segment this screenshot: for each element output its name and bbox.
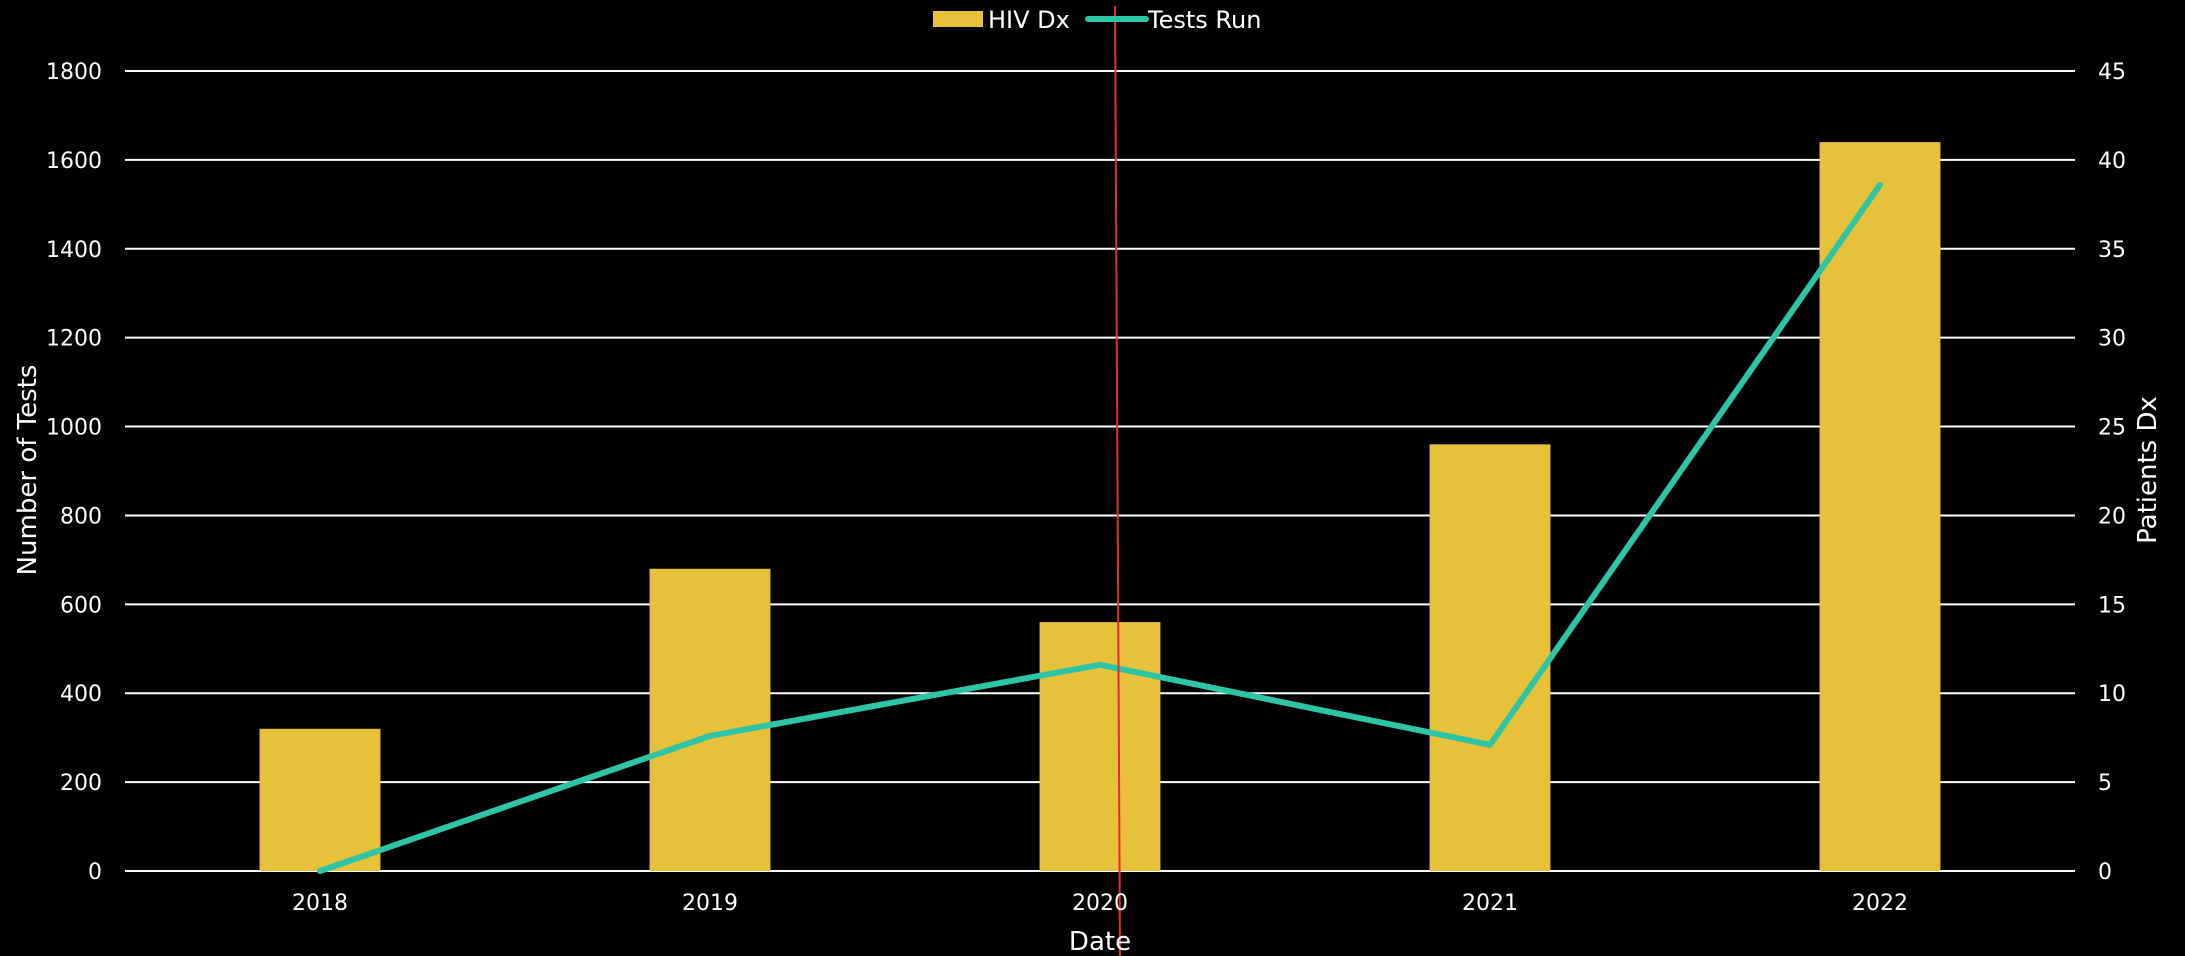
point-tests-run-2019 — [709, 735, 711, 737]
y-tick-label: 1800 — [46, 60, 102, 85]
line-series-tests-run — [317, 181, 1883, 874]
y-tick-label: 1400 — [46, 238, 102, 263]
x-axis-label: Date — [1069, 927, 1131, 956]
x-tick-label: 2020 — [1072, 891, 1128, 916]
y2-tick-label: 5 — [2098, 771, 2112, 796]
point-tests-run-2018 — [319, 870, 321, 872]
legend: HIV Dx Tests Run — [933, 6, 1261, 34]
bar-hiv-dx-2019 — [649, 568, 771, 871]
point-tests-run-2022 — [1879, 184, 1881, 186]
bar-hiv-dx-2020 — [1039, 622, 1161, 871]
gridlines — [125, 70, 2075, 872]
bar-hiv-dx-2018 — [259, 728, 381, 871]
right-axis-ticks: 0 5 10 15 20 25 30 35 40 45 — [2098, 60, 2126, 885]
y-tick-label: 400 — [60, 682, 102, 707]
x-tick-label: 2021 — [1462, 891, 1518, 916]
point-tests-run-2021 — [1489, 744, 1491, 746]
y2-tick-label: 45 — [2098, 60, 2126, 85]
y-axis-label: Number of Tests — [13, 365, 43, 576]
y-tick-label: 600 — [60, 593, 102, 618]
x-tick-label: 2019 — [682, 891, 738, 916]
y2-tick-label: 35 — [2098, 238, 2126, 263]
y2-tick-label: 40 — [2098, 149, 2126, 174]
y2-tick-label: 20 — [2098, 504, 2126, 529]
marker-line — [1114, 5, 1121, 956]
point-tests-run-2020 — [1099, 664, 1101, 666]
y2-tick-label: 10 — [2098, 682, 2126, 707]
legend-label-tests-run: Tests Run — [1147, 6, 1261, 34]
bar-hiv-dx-2022 — [1819, 142, 1941, 872]
y-tick-label: 800 — [60, 504, 102, 529]
y-tick-label: 1000 — [46, 416, 102, 441]
y2-tick-label: 15 — [2098, 593, 2126, 618]
x-tick-label: 2018 — [292, 891, 348, 916]
marker-line-layer — [1114, 5, 1121, 956]
x-tick-label: 2022 — [1852, 891, 1908, 916]
left-axis-ticks: 0 200 400 600 800 1000 1200 1400 1600 1800 — [46, 60, 102, 885]
y-tick-label: 1600 — [46, 149, 102, 174]
y-tick-label: 200 — [60, 771, 102, 796]
legend-label-hiv-dx: HIV Dx — [988, 6, 1070, 34]
y2-axis-label: Patients Dx — [2133, 396, 2163, 544]
bar-series-hiv-dx — [259, 142, 1941, 872]
y-tick-label: 0 — [88, 860, 102, 885]
y2-tick-label: 25 — [2098, 416, 2126, 441]
y-tick-label: 1200 — [46, 327, 102, 352]
bar-hiv-dx-2021 — [1429, 444, 1551, 871]
y2-tick-label: 0 — [2098, 860, 2112, 885]
legend-swatch-hiv-dx — [933, 11, 983, 27]
x-axis-ticks: 2018 2019 2020 2021 2022 — [292, 891, 1908, 916]
y2-tick-label: 30 — [2098, 327, 2126, 352]
